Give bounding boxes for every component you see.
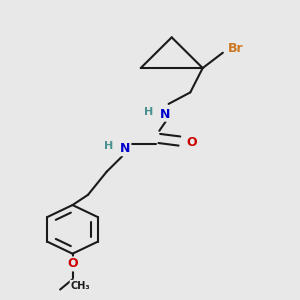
Text: O: O (187, 136, 197, 149)
Text: Br: Br (227, 42, 243, 56)
Text: N: N (160, 108, 171, 121)
Text: H: H (103, 141, 113, 151)
Text: O: O (67, 257, 78, 270)
Text: CH₃: CH₃ (70, 281, 90, 291)
Text: H: H (144, 106, 153, 117)
Text: N: N (120, 142, 130, 155)
